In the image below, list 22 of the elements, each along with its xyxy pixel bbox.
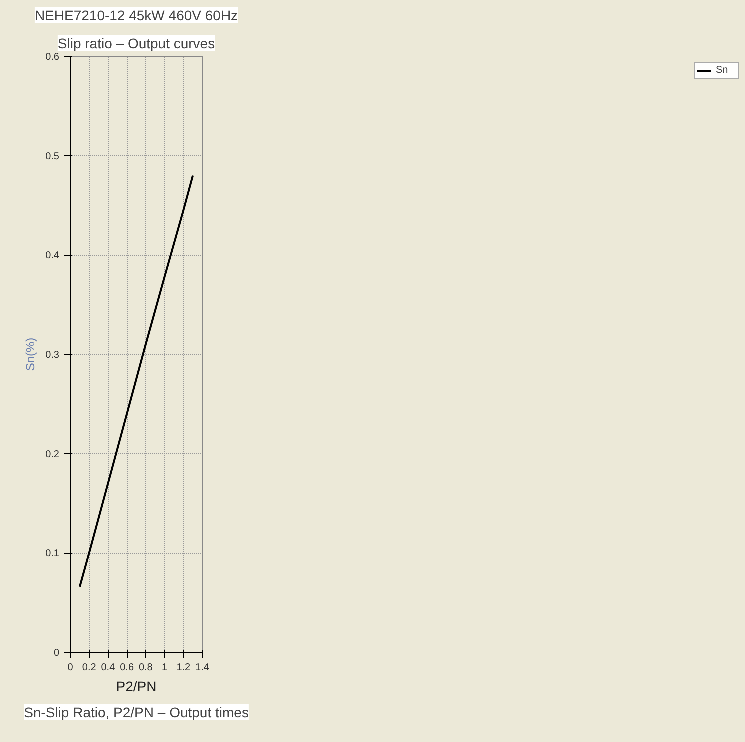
y-tick-label: 0.4 <box>46 250 60 262</box>
x-tick-label: 1 <box>162 662 168 674</box>
x-tick-label: 0.2 <box>82 662 97 674</box>
x-tick-label: 0.6 <box>120 662 134 674</box>
y-tick-label: 0.5 <box>46 151 60 162</box>
chart-title: NEHE7210-12 45kW 460V 60Hz <box>34 8 238 24</box>
y-tick-label: 0.3 <box>46 350 60 361</box>
x-tick-label: 0.8 <box>138 662 154 674</box>
y-tick-label: 0 <box>54 648 60 659</box>
x-tick-label: 0.4 <box>101 662 116 674</box>
y-tick-label: 0.6 <box>46 52 60 63</box>
x-tick-label: 1.2 <box>176 662 192 674</box>
text: Sn-Slip Ratio, P2/PN – Output times <box>24 704 249 720</box>
line-series <box>78 174 194 588</box>
y-tick-label: 0.1 <box>46 548 60 560</box>
y-tick-label: 0.2 <box>46 449 60 460</box>
x-tick-label: 0 <box>68 662 74 674</box>
y-axis-title: Sn(%) <box>24 338 38 372</box>
chart-subtitle: Slip ratio – Output curves <box>58 36 216 52</box>
legend-label: Sn <box>716 65 730 76</box>
x-axis-title: P2/PN <box>116 678 157 694</box>
x-tick-label: 1.4 <box>196 662 210 674</box>
